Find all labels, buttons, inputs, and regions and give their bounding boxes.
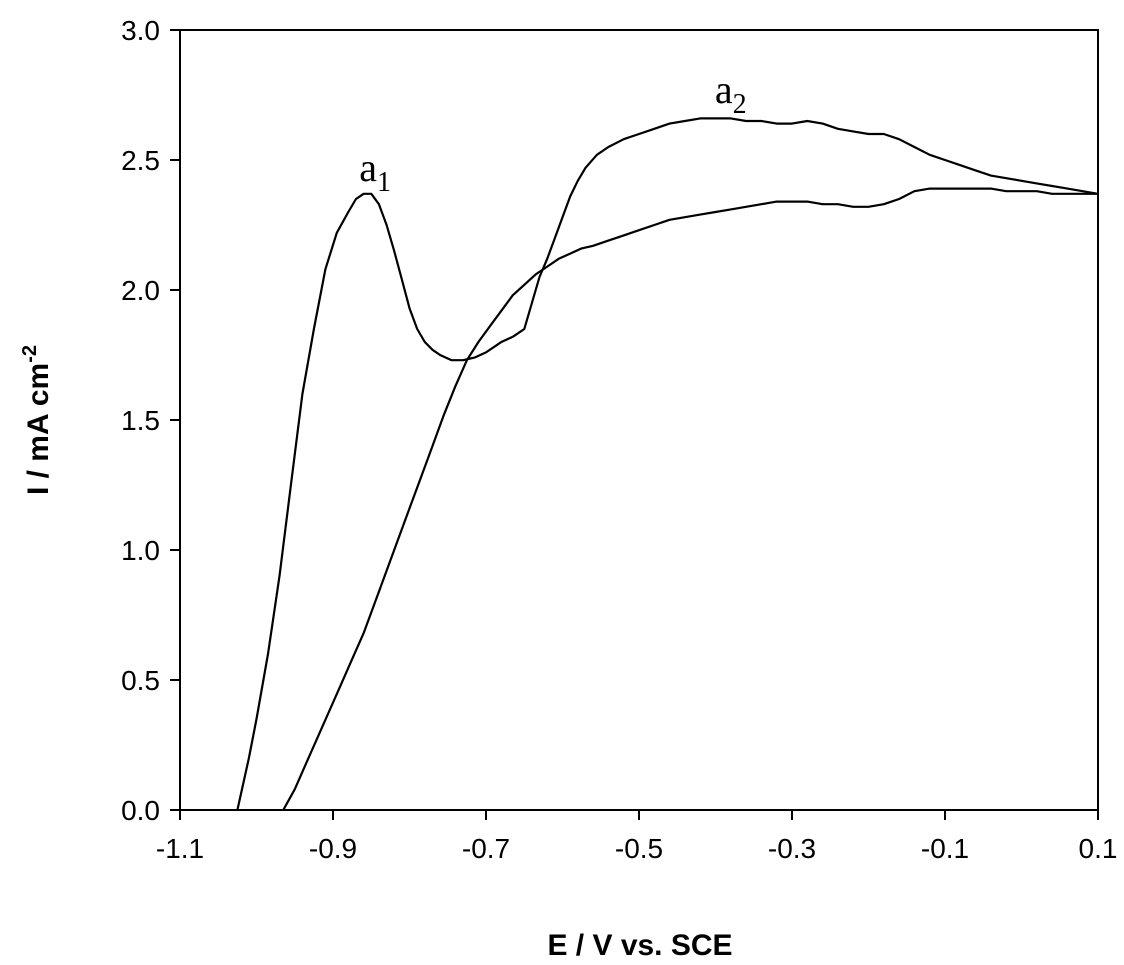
y-axis-title-main: I / mA cm [22,363,55,495]
y-tick-label: 2.0 [121,275,160,306]
x-tick-label: 0.1 [1079,833,1118,864]
ticks-layer [170,29,1099,820]
labels-layer: -1.1 -0.9 -0.7 -0.5 -0.3 -0.1 0.1 0.0 0.5 1.0 1.5 2… [121,15,1117,864]
y-axis-title-exponent: -2 [19,345,41,363]
curves-layer [236,117,1099,811]
x-tick-label: -1.1 [156,833,204,864]
y-tick-label: 0.0 [121,795,160,826]
y-tick-label: 2.5 [121,145,160,176]
x-tick-label: -0.3 [768,833,816,864]
series-line-1 [236,117,1099,811]
series-line-2 [282,187,1098,811]
x-tick-label: -0.7 [462,833,510,864]
y-tick-label: 1.5 [121,405,160,436]
y-axis-title: I / mA cm-2 [19,345,55,495]
x-tick-label: -0.9 [309,833,357,864]
peak-label-2: a2 [715,67,747,120]
y-tick-label: 0.5 [121,665,160,696]
peak-label-1: a1 [359,145,391,198]
y-tick-label: 1.0 [121,535,160,566]
y-tick-label: 3.0 [121,15,160,46]
x-tick-label: -0.1 [921,833,969,864]
x-axis-title: E / V vs. SCE [547,929,732,962]
plot-frame [179,29,1099,811]
x-tick-label: -0.5 [615,833,663,864]
